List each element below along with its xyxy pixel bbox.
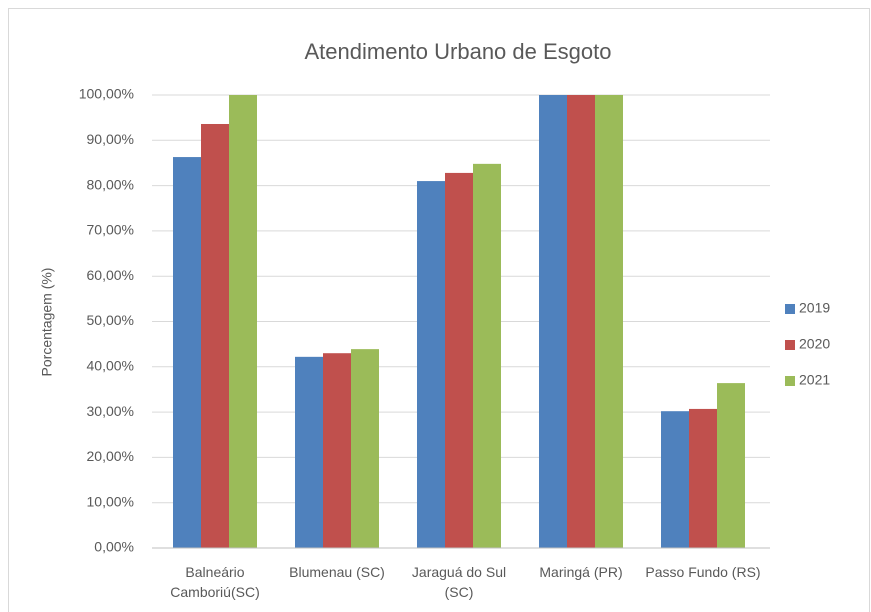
bar xyxy=(473,163,501,548)
y-tick-label: 20,00% xyxy=(87,448,134,464)
y-tick-label: 10,00% xyxy=(87,493,134,509)
y-tick-label: 50,00% xyxy=(87,312,134,328)
x-tick-label: Blumenau (SC) xyxy=(289,564,385,580)
x-tick-label: Jaraguá do Sul (SC) xyxy=(411,564,507,600)
bar xyxy=(351,349,379,548)
y-tick-label: 90,00% xyxy=(87,131,134,147)
bar xyxy=(295,356,323,548)
x-tick-label: Maringá (PR) xyxy=(539,564,623,580)
bar xyxy=(229,95,257,548)
bar xyxy=(595,95,623,548)
bar xyxy=(661,411,689,548)
legend-swatch xyxy=(785,340,795,350)
y-tick-label: 0,00% xyxy=(94,539,134,555)
x-tick-label: Balneário Camboriú(SC) xyxy=(170,564,260,600)
bar xyxy=(201,123,229,548)
bar xyxy=(567,95,595,548)
y-tick-label: 30,00% xyxy=(87,403,134,419)
bar xyxy=(717,383,745,548)
bar xyxy=(689,408,717,548)
y-tick-label: 60,00% xyxy=(87,267,134,283)
y-tick-label: 40,00% xyxy=(87,358,134,374)
bar xyxy=(539,95,567,548)
y-tick-label: 100,00% xyxy=(79,86,134,102)
legend-label: 2020 xyxy=(799,336,830,352)
bar xyxy=(323,353,351,548)
legend-swatch xyxy=(785,304,795,314)
y-axis-label: Porcentagem (%) xyxy=(39,268,55,377)
bar xyxy=(445,172,473,548)
chart-title: Atendimento Urbano de Esgoto xyxy=(305,39,612,64)
x-tick-label: Passo Fundo (RS) xyxy=(645,564,761,580)
legend-label: 2019 xyxy=(799,300,830,316)
legend-label: 2021 xyxy=(799,372,830,388)
legend-swatch xyxy=(785,376,795,386)
y-tick-label: 80,00% xyxy=(87,176,134,192)
bar xyxy=(173,157,201,548)
bar xyxy=(417,181,445,548)
y-tick-label: 70,00% xyxy=(87,222,134,238)
